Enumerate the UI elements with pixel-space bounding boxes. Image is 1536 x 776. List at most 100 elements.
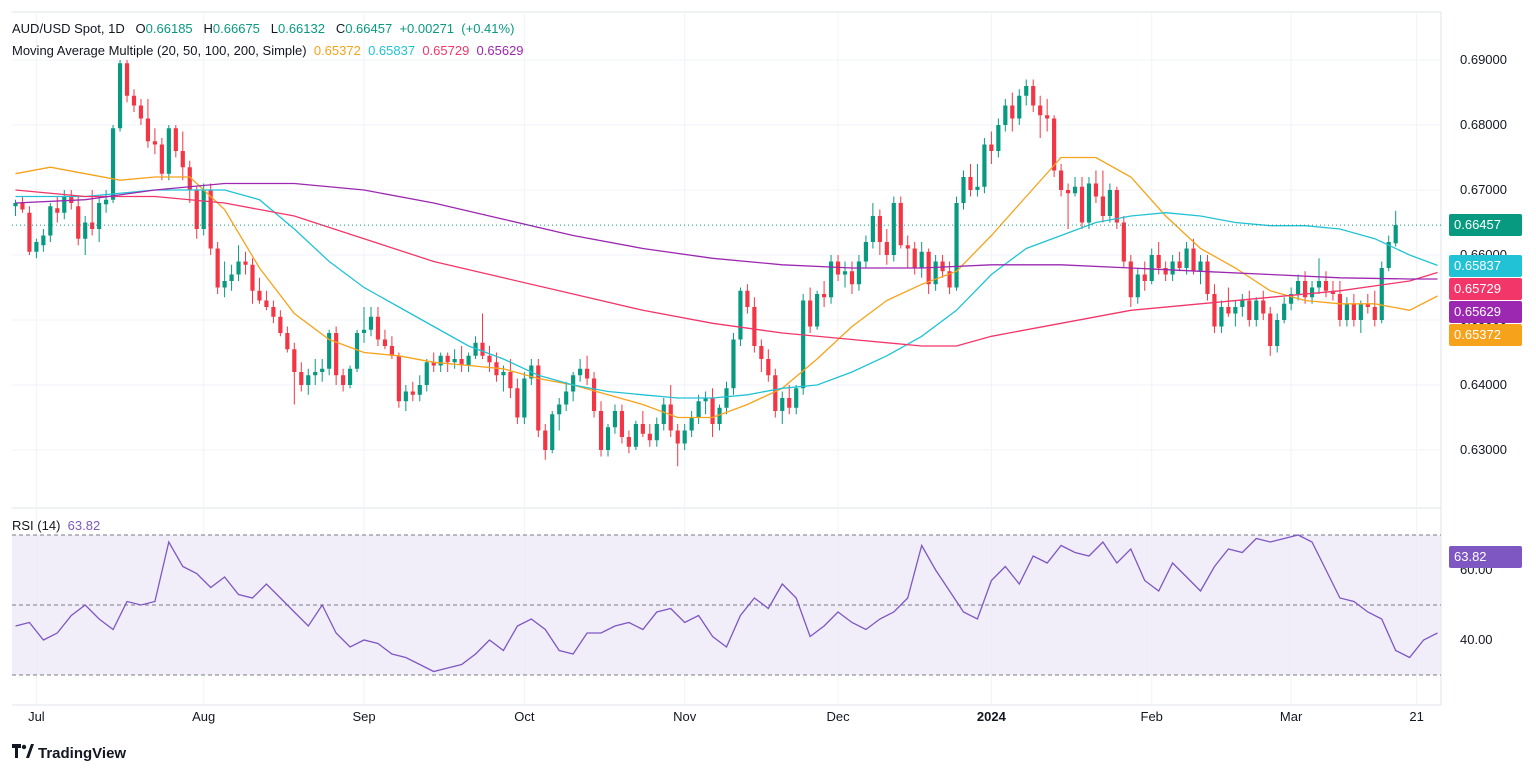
candle-body [1386, 242, 1391, 268]
candle-body [668, 404, 673, 431]
candle-body [1045, 115, 1050, 119]
candle-body [717, 407, 722, 424]
candle-body [180, 151, 185, 168]
candle-body [20, 203, 25, 210]
candle-body [1065, 190, 1071, 194]
candle-body [1149, 255, 1154, 281]
candle-body [417, 385, 422, 395]
candle-body [152, 141, 157, 145]
candle-body [1191, 248, 1196, 272]
candle-body [1358, 303, 1363, 320]
candle-body [1114, 190, 1119, 223]
ma-indicator-label[interactable]: Moving Average Multiple (20, 50, 100, 20… [12, 43, 307, 58]
candle-body [1226, 307, 1231, 314]
candle-body [759, 346, 764, 359]
candle-body [187, 167, 192, 190]
candle-body [83, 222, 88, 239]
rsi-value: 63.82 [67, 518, 101, 533]
candle-body [584, 368, 590, 379]
candle-body [626, 437, 632, 447]
candle-body [76, 206, 81, 239]
candle-body [389, 346, 394, 356]
candle-body [1177, 261, 1182, 268]
candle-body [487, 355, 492, 363]
candle-body [1038, 105, 1043, 116]
candle-body [794, 388, 799, 408]
candle-body [863, 242, 869, 262]
candle-body [1059, 170, 1064, 190]
candle-body [682, 430, 687, 444]
candle-body [842, 271, 848, 275]
change-value: +0.00271 [399, 21, 455, 36]
tradingview-logo[interactable]: TradingView [12, 744, 126, 763]
time-tick-label: 21 [1409, 709, 1423, 724]
candle-body [243, 261, 248, 265]
open-value: 0.66185 [145, 21, 193, 36]
ma200-line [15, 182, 1438, 280]
candle-body [612, 411, 618, 428]
candle-body [1337, 294, 1343, 320]
rsi-legend: RSI (14) 63.82 [12, 518, 100, 533]
candle-body [1351, 303, 1356, 320]
candle-body [564, 391, 569, 405]
candle-body [299, 372, 304, 385]
ohlc-legend: AUD/USD Spot, 1D O0.66185 H0.66675 L0.66… [12, 21, 514, 36]
candle-body [466, 355, 471, 366]
candle-body [731, 339, 736, 389]
candle-body [55, 208, 60, 213]
candle-body [550, 414, 555, 450]
symbol-label[interactable]: AUD/USD Spot, 1D [12, 21, 125, 36]
candle-body [947, 271, 952, 288]
candle-body [905, 245, 910, 249]
candle-body [968, 177, 973, 190]
candle-body [354, 333, 360, 369]
candle-body [1344, 303, 1349, 320]
rsi-tick-label: 40.00 [1460, 632, 1493, 647]
candle-body [724, 388, 729, 408]
price-tick-label: 0.63000 [1460, 442, 1507, 457]
time-tick-label: Jul [28, 709, 45, 724]
candle-body [194, 190, 199, 229]
candle-body [598, 411, 604, 450]
candle-body [787, 398, 792, 408]
candle-body [891, 203, 896, 255]
candle-body [919, 251, 924, 268]
candle-body [1184, 248, 1189, 268]
candle-body [849, 271, 855, 285]
candle-body [341, 375, 346, 385]
low-value: 0.66132 [277, 21, 325, 36]
candle-body [1198, 261, 1203, 272]
candle-body [410, 391, 415, 395]
candle-body [208, 190, 213, 249]
candle-body [1309, 287, 1315, 298]
close-price-badge: 0.66457 [1449, 214, 1522, 237]
candle-body [124, 63, 130, 96]
candle-body [633, 424, 638, 447]
open-label: O [135, 21, 146, 36]
candle-body [1233, 307, 1238, 314]
candle-body [515, 388, 520, 418]
candle-body [856, 261, 862, 285]
candle-body [347, 368, 353, 385]
candle-body [173, 128, 178, 151]
candle-body [508, 372, 513, 389]
candle-body [1247, 300, 1252, 320]
ma100-value: 0.65729 [422, 43, 470, 58]
candle-body [1296, 281, 1301, 294]
candle-body [1372, 307, 1377, 320]
candle-body [1093, 183, 1099, 197]
candle-body [710, 398, 715, 424]
candle-body [110, 128, 116, 200]
candle-body [773, 375, 778, 411]
candle-body [1330, 290, 1336, 294]
candle-body [501, 372, 506, 376]
ma50-price-badge: 0.65837 [1449, 254, 1522, 277]
candle-body [933, 261, 938, 285]
low-label: L [270, 21, 278, 36]
candle-body [222, 281, 227, 288]
rsi-indicator-label[interactable]: RSI (14) [12, 518, 61, 533]
ma100-price-badge: 0.65729 [1449, 277, 1522, 300]
time-tick-label: Nov [673, 709, 697, 724]
candle-body [675, 430, 680, 444]
